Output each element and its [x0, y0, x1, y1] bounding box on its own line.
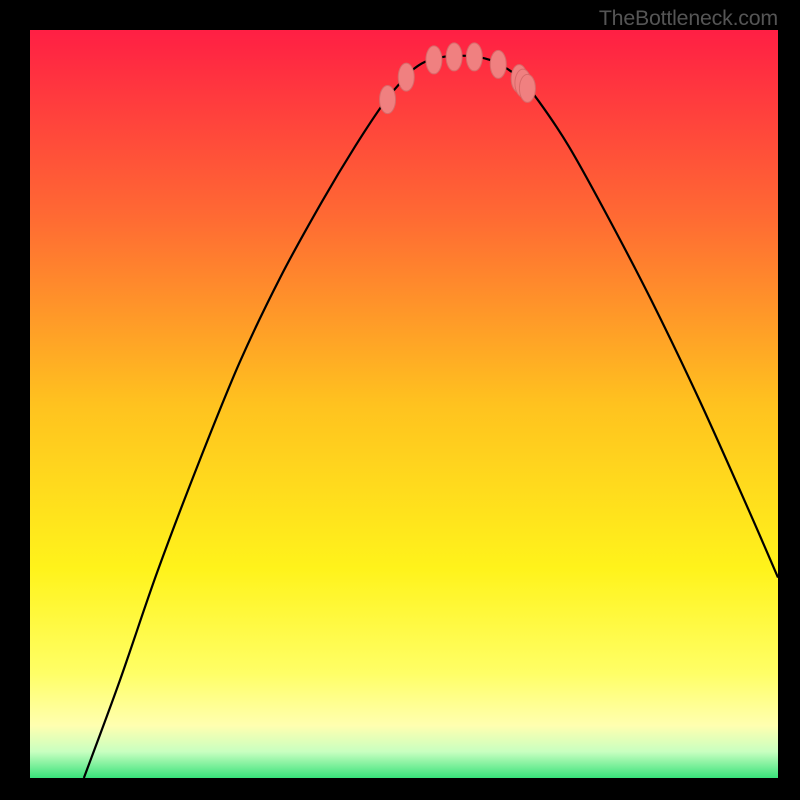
curve-marker: [398, 63, 414, 91]
chart-svg: [30, 30, 778, 778]
curve-marker: [466, 43, 482, 71]
curve-markers: [380, 43, 536, 114]
watermark-text: TheBottleneck.com: [599, 6, 778, 31]
chart-root: TheBottleneck.com: [0, 0, 800, 800]
curve-marker: [490, 50, 506, 78]
curve-marker: [519, 74, 535, 102]
curve-marker: [426, 46, 442, 74]
plot-area: [30, 30, 778, 778]
bottleneck-curve: [84, 56, 778, 778]
curve-marker: [380, 86, 396, 114]
curve-marker: [446, 43, 462, 71]
